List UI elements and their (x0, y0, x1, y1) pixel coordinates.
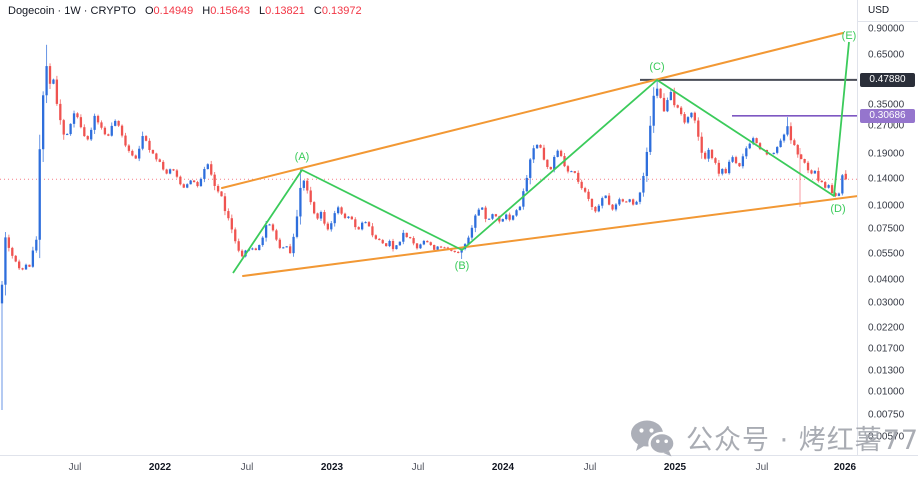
time-tick-jul: Jul (240, 462, 254, 473)
price-tick: 0.07500 (868, 223, 905, 235)
time-tick-2022: 2022 (148, 462, 172, 473)
time-tick-2023: 2023 (320, 462, 344, 473)
channel-upper-trendline[interactable] (221, 32, 844, 189)
price-tick: 0.90000 (868, 23, 905, 35)
price-tick: 0.65000 (868, 49, 905, 61)
price-tick: 0.01000 (868, 386, 905, 398)
wave-label-e: (E) (841, 30, 857, 42)
price-tick: 0.00570 (868, 431, 905, 443)
price-axis[interactable]: USD 0.90000 0.65000 0.35000 0.27000 0.19000 0… (857, 0, 918, 455)
time-tick-2026: 2026 (833, 462, 857, 473)
time-tick-jul: Jul (583, 462, 597, 473)
time-tick-2024: 2024 (491, 462, 515, 473)
price-tick: 0.19000 (868, 148, 905, 160)
price-tick: 0.01700 (868, 343, 905, 355)
watermark: 公众号 · 烤红薯77 (630, 418, 918, 457)
ohlc-low: L0.13821 (259, 5, 305, 17)
time-tick-jul: Jul (755, 462, 769, 473)
ohlc-high: H0.15643 (202, 5, 251, 17)
price-tick: 0.10000 (868, 200, 905, 212)
wave-label-a: (A) (294, 151, 310, 163)
price-tick: 0.05500 (868, 248, 905, 260)
symbol-title: Dogecoin · 1W · CRYPTO (8, 5, 136, 17)
time-tick-jul: Jul (411, 462, 425, 473)
wave-label-b: (B) (454, 260, 470, 272)
wechat-icon (631, 420, 676, 456)
price-tick: 0.27000 (868, 120, 905, 132)
price-tick: 0.00750 (868, 409, 905, 421)
price-tick: 0.14000 (868, 173, 905, 185)
price-tick: 0.03000 (868, 297, 905, 309)
price-tick: 0.02200 (868, 322, 905, 334)
ohlc-close: C0.13972 (313, 5, 362, 17)
symbol-legend[interactable]: Dogecoin · 1W · CRYPTO O0.14949 H0.15643… (8, 5, 362, 17)
price-badge-dark: 0.47880 (860, 72, 915, 87)
plot-area[interactable] (0, 32, 858, 411)
price-tick: 0.35000 (868, 99, 905, 111)
price-tick: 0.01300 (868, 365, 905, 377)
price-tick: 0.04000 (868, 274, 905, 286)
wave-label-c: (C) (649, 61, 665, 73)
elliott-wave-line[interactable] (232, 41, 850, 274)
price-badge-purple: 0.30686 (860, 108, 915, 123)
time-tick-jul: Jul (68, 462, 82, 473)
time-axis[interactable]: Jul 2022 Jul 2023 Jul 2024 Jul 2025 Jul 2026 (0, 455, 918, 479)
channel-lower-trendline[interactable] (242, 195, 858, 277)
wave-label-d: (D) (830, 203, 846, 215)
currency-label: USD (858, 0, 918, 22)
watermark-text: 公众号 · 烤红薯77 (686, 425, 918, 456)
time-tick-2025: 2025 (663, 462, 687, 473)
ohlc-open: O0.14949 (144, 5, 194, 17)
